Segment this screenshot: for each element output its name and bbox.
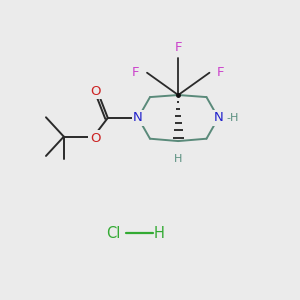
Text: -H: -H [227,113,239,123]
Text: O: O [91,85,101,98]
Text: H: H [154,226,164,241]
Text: N: N [214,111,223,124]
Text: H: H [174,154,182,164]
Text: Cl: Cl [106,226,120,241]
Text: N: N [133,111,143,124]
Text: F: F [132,66,140,79]
Text: O: O [90,132,100,145]
Text: F: F [175,41,182,54]
Text: F: F [217,66,224,79]
